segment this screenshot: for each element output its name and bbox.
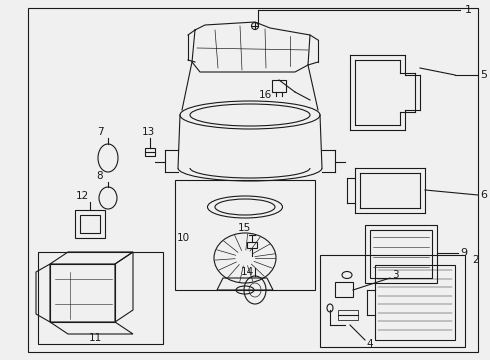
Bar <box>75 210 105 238</box>
Bar <box>338 310 358 320</box>
Text: 13: 13 <box>142 127 155 137</box>
Text: 6: 6 <box>481 190 488 200</box>
Text: 16: 16 <box>258 90 271 100</box>
Bar <box>175 180 315 290</box>
Bar <box>375 265 455 340</box>
Text: 7: 7 <box>97 127 103 137</box>
Text: 9: 9 <box>461 248 467 258</box>
Bar <box>145 148 155 156</box>
Bar <box>370 230 432 278</box>
Bar <box>247 242 257 248</box>
Text: 15: 15 <box>237 223 250 233</box>
Text: 11: 11 <box>88 333 101 343</box>
Bar <box>80 215 100 233</box>
Bar <box>335 282 353 297</box>
Text: 3: 3 <box>392 270 398 280</box>
Text: 4: 4 <box>367 339 373 349</box>
Bar <box>320 255 465 347</box>
Text: 12: 12 <box>75 191 89 201</box>
Bar <box>38 252 163 344</box>
Text: 10: 10 <box>176 233 190 243</box>
Bar <box>50 264 115 322</box>
Text: 5: 5 <box>481 70 488 80</box>
Text: 14: 14 <box>241 267 254 277</box>
Text: 1: 1 <box>465 5 471 15</box>
Text: 2: 2 <box>473 255 479 265</box>
Bar <box>365 225 437 283</box>
Bar <box>272 80 286 92</box>
Text: 8: 8 <box>97 171 103 181</box>
